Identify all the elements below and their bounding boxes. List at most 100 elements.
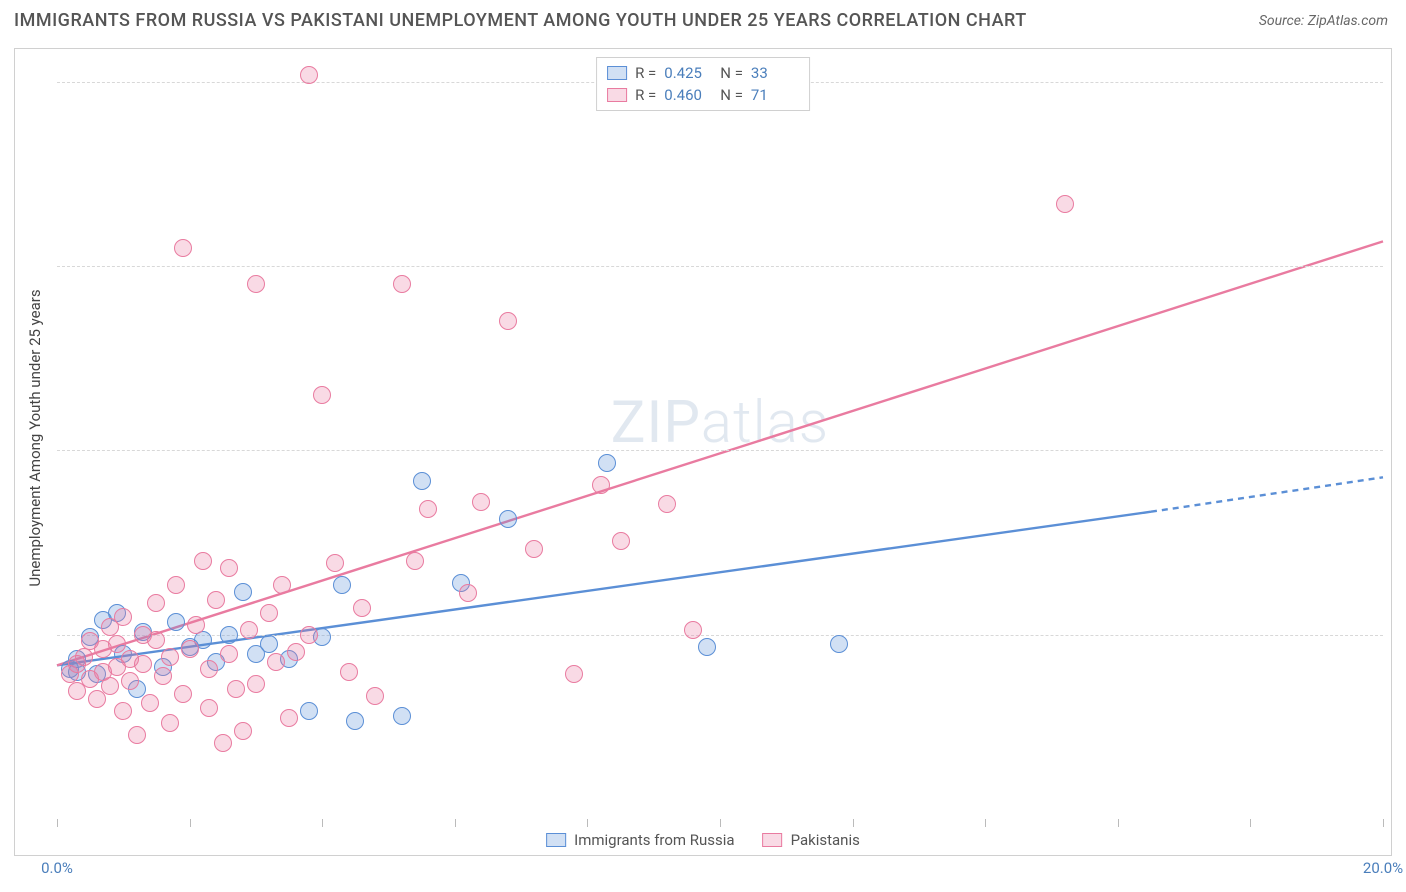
x-tick	[587, 819, 588, 827]
data-point-pakistani	[174, 239, 192, 257]
data-point-pakistani	[207, 591, 225, 609]
data-point-pakistani	[147, 594, 165, 612]
trend-lines-layer	[57, 57, 1383, 819]
gridline	[57, 266, 1383, 267]
data-point-pakistani	[499, 312, 517, 330]
y-axis-label: Unemployment Among Youth under 25 years	[26, 289, 44, 586]
data-point-pakistani	[174, 685, 192, 703]
data-point-pakistani	[154, 667, 172, 685]
legend-series-label: Pakistanis	[791, 831, 860, 849]
data-point-russia	[167, 613, 185, 631]
data-point-pakistani	[313, 386, 331, 404]
data-point-pakistani	[287, 643, 305, 661]
source-prefix: Source:	[1259, 13, 1308, 29]
source-name: ZipAtlas.com	[1308, 13, 1388, 29]
data-point-pakistani	[214, 734, 232, 752]
legend-n-label: N =	[720, 64, 743, 82]
data-point-russia	[260, 635, 278, 653]
legend-series-item-pakistani: Pakistanis	[763, 831, 860, 849]
data-point-pakistani	[472, 493, 490, 511]
data-point-pakistani	[141, 694, 159, 712]
x-tick	[853, 819, 854, 827]
data-point-pakistani	[612, 532, 630, 550]
data-point-russia	[393, 707, 411, 725]
legend-n-label: N =	[720, 86, 743, 104]
data-point-russia	[499, 510, 517, 528]
data-point-russia	[698, 638, 716, 656]
legend-correlation-row-pakistani: R =0.460N =71	[607, 84, 799, 106]
data-point-pakistani	[300, 66, 318, 84]
data-point-pakistani	[267, 653, 285, 671]
data-point-pakistani	[108, 635, 126, 653]
data-point-pakistani	[684, 621, 702, 639]
data-point-pakistani	[187, 616, 205, 634]
data-point-pakistani	[459, 584, 477, 602]
data-point-pakistani	[592, 476, 610, 494]
data-point-pakistani	[353, 599, 371, 617]
x-tick	[1118, 819, 1119, 827]
source-attribution: Source: ZipAtlas.com	[1259, 13, 1388, 29]
data-point-russia	[234, 583, 252, 601]
data-point-russia	[830, 635, 848, 653]
data-point-pakistani	[406, 552, 424, 570]
legend-swatch	[546, 833, 566, 847]
data-point-pakistani	[273, 576, 291, 594]
data-point-pakistani	[393, 275, 411, 293]
legend-r-value: 0.460	[664, 86, 712, 104]
x-tick	[720, 819, 721, 827]
data-point-pakistani	[234, 722, 252, 740]
data-point-pakistani	[326, 554, 344, 572]
data-point-russia	[220, 626, 238, 644]
data-point-pakistani	[565, 665, 583, 683]
x-tick	[322, 819, 323, 827]
data-point-pakistani	[1056, 195, 1074, 213]
data-point-pakistani	[227, 680, 245, 698]
data-point-russia	[346, 712, 364, 730]
data-point-russia	[413, 472, 431, 490]
data-point-pakistani	[340, 663, 358, 681]
data-point-pakistani	[240, 621, 258, 639]
data-point-pakistani	[220, 559, 238, 577]
x-tick	[985, 819, 986, 827]
data-point-pakistani	[194, 552, 212, 570]
data-point-pakistani	[121, 672, 139, 690]
data-point-pakistani	[658, 495, 676, 513]
legend-series-label: Immigrants from Russia	[574, 831, 734, 849]
chart-header: IMMIGRANTS FROM RUSSIA VS PAKISTANI UNEM…	[0, 0, 1406, 37]
x-tick	[1383, 819, 1384, 827]
chart-container: Unemployment Among Youth under 25 years …	[14, 48, 1392, 856]
x-tick-label: 20.0%	[1363, 859, 1403, 877]
data-point-pakistani	[114, 702, 132, 720]
data-point-pakistani	[419, 500, 437, 518]
data-point-pakistani	[525, 540, 543, 558]
data-point-pakistani	[247, 675, 265, 693]
data-point-russia	[333, 576, 351, 594]
legend-swatch	[607, 88, 627, 102]
trend-line-russia	[57, 512, 1151, 666]
data-point-pakistani	[134, 655, 152, 673]
x-tick	[190, 819, 191, 827]
trend-line-pakistani	[57, 241, 1383, 665]
data-point-pakistani	[300, 626, 318, 644]
legend-n-value: 33	[751, 64, 799, 82]
data-point-pakistani	[200, 699, 218, 717]
data-point-pakistani	[247, 275, 265, 293]
legend-correlation: R =0.425N =33R =0.460N =71	[596, 57, 810, 111]
x-tick	[455, 819, 456, 827]
data-point-russia	[598, 454, 616, 472]
data-point-pakistani	[147, 631, 165, 649]
plot-area: Unemployment Among Youth under 25 years …	[57, 57, 1383, 819]
x-tick	[57, 819, 58, 827]
data-point-pakistani	[220, 645, 238, 663]
legend-swatch	[607, 66, 627, 80]
data-point-pakistani	[161, 648, 179, 666]
data-point-pakistani	[280, 709, 298, 727]
legend-swatch	[763, 833, 783, 847]
legend-series-item-russia: Immigrants from Russia	[546, 831, 734, 849]
trend-line-dashed-russia	[1151, 477, 1383, 511]
chart-title: IMMIGRANTS FROM RUSSIA VS PAKISTANI UNEM…	[14, 10, 1027, 31]
data-point-pakistani	[200, 660, 218, 678]
legend-r-value: 0.425	[664, 64, 712, 82]
data-point-russia	[300, 702, 318, 720]
data-point-pakistani	[167, 576, 185, 594]
